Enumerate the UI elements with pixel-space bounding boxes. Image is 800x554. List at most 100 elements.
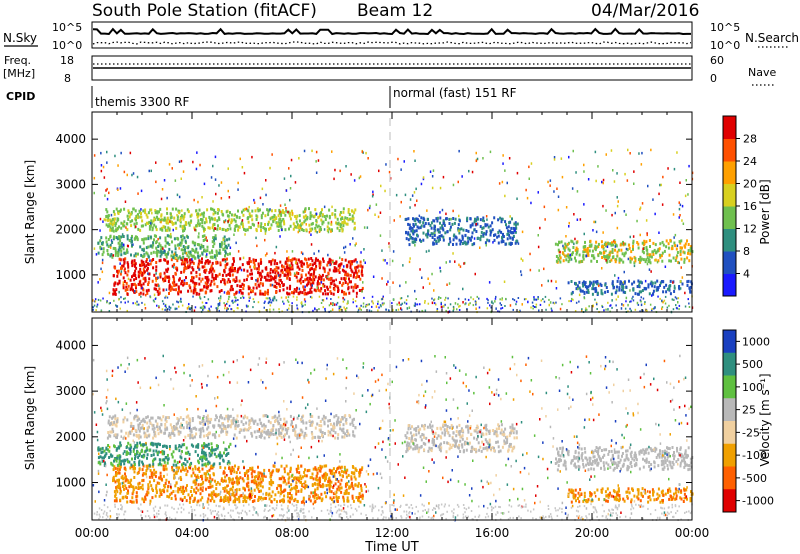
data-cell <box>232 477 234 481</box>
data-cell <box>263 468 266 472</box>
data-cell <box>448 237 451 241</box>
data-cell <box>223 479 226 483</box>
ground-cell <box>500 304 503 306</box>
noise-cell <box>414 203 416 207</box>
ground-cell <box>138 303 140 306</box>
ground-cell <box>419 303 421 306</box>
data-cell <box>420 224 423 228</box>
data-cell <box>215 455 218 459</box>
data-cell <box>335 495 338 499</box>
data-cell <box>213 238 215 242</box>
data-cell <box>416 225 419 229</box>
data-cell <box>350 262 353 266</box>
data-cell <box>258 272 261 276</box>
data-cell <box>354 268 357 272</box>
data-cell <box>145 213 148 217</box>
data-cell <box>587 285 590 289</box>
data-cell <box>637 242 640 246</box>
data-cell <box>164 228 167 232</box>
data-cell <box>283 488 286 492</box>
data-cell <box>220 242 223 246</box>
data-cell <box>690 280 693 284</box>
data-cell <box>146 268 149 272</box>
data-cell <box>351 219 354 223</box>
data-cell <box>272 220 275 223</box>
data-cell <box>172 490 175 493</box>
data-cell <box>287 274 290 278</box>
data-cell <box>305 484 308 488</box>
data-cell <box>189 250 192 254</box>
nave-tick-top: 60 <box>710 54 724 67</box>
noise-cell <box>195 229 197 232</box>
data-cell <box>279 499 282 503</box>
data-cell <box>114 251 117 255</box>
data-cell <box>308 291 311 294</box>
data-cell <box>346 499 349 503</box>
data-cell <box>309 277 311 280</box>
data-cell <box>221 273 224 277</box>
data-cell <box>564 254 567 258</box>
data-cell <box>123 260 126 264</box>
noise-cell <box>297 230 299 234</box>
data-cell <box>140 253 143 257</box>
noise-cell <box>431 175 434 178</box>
data-cell <box>329 276 332 280</box>
data-cell <box>296 485 298 489</box>
noise-cell <box>520 273 523 277</box>
ground-cell <box>287 296 290 299</box>
noise-cell <box>169 220 171 223</box>
noise-cell <box>308 231 311 234</box>
data-cell <box>183 257 186 261</box>
ground-cell <box>575 301 578 304</box>
data-cell <box>134 444 137 448</box>
noise-cell <box>468 169 470 173</box>
ground-cell <box>95 309 97 312</box>
data-cell <box>113 283 116 287</box>
data-cell <box>213 282 216 286</box>
noise-cell <box>362 281 364 284</box>
data-cell <box>332 467 335 471</box>
noise-cell <box>578 293 581 297</box>
ground-cell <box>672 298 674 301</box>
data-cell <box>225 454 228 457</box>
data-cell <box>166 458 169 462</box>
ground-cell <box>499 302 501 305</box>
data-cell <box>279 211 282 215</box>
data-cell <box>211 446 213 450</box>
data-cell <box>199 487 202 491</box>
data-cell <box>338 471 341 475</box>
data-cell <box>212 473 215 477</box>
ground-cell <box>584 309 587 312</box>
data-cell <box>258 495 260 499</box>
noise-cell <box>543 267 545 271</box>
data-cell <box>109 234 112 238</box>
data-cell <box>312 477 315 481</box>
data-cell <box>321 485 324 489</box>
data-cell <box>220 210 223 213</box>
data-cell <box>105 223 108 227</box>
data-cell <box>317 466 320 470</box>
data-cell <box>209 448 212 452</box>
data-cell <box>322 220 325 224</box>
data-cell <box>187 289 190 293</box>
data-cell <box>306 261 309 265</box>
data-cell <box>209 476 212 480</box>
data-cell <box>126 261 129 265</box>
ground-cell <box>278 308 280 311</box>
ground-cell <box>234 299 237 302</box>
noise-cell <box>556 187 558 190</box>
noise-cell <box>583 232 585 236</box>
data-cell <box>507 229 510 233</box>
data-cell <box>203 265 206 269</box>
noise-cell <box>287 256 290 259</box>
data-cell <box>224 479 227 483</box>
data-cell <box>356 275 359 278</box>
data-cell <box>333 266 336 270</box>
noise-cell <box>158 273 161 276</box>
cpid-label: CPID <box>6 90 35 103</box>
data-cell <box>241 222 244 226</box>
noise-cell <box>648 268 651 271</box>
noise-cell <box>145 293 147 297</box>
data-cell <box>119 272 122 276</box>
data-cell <box>203 453 206 457</box>
